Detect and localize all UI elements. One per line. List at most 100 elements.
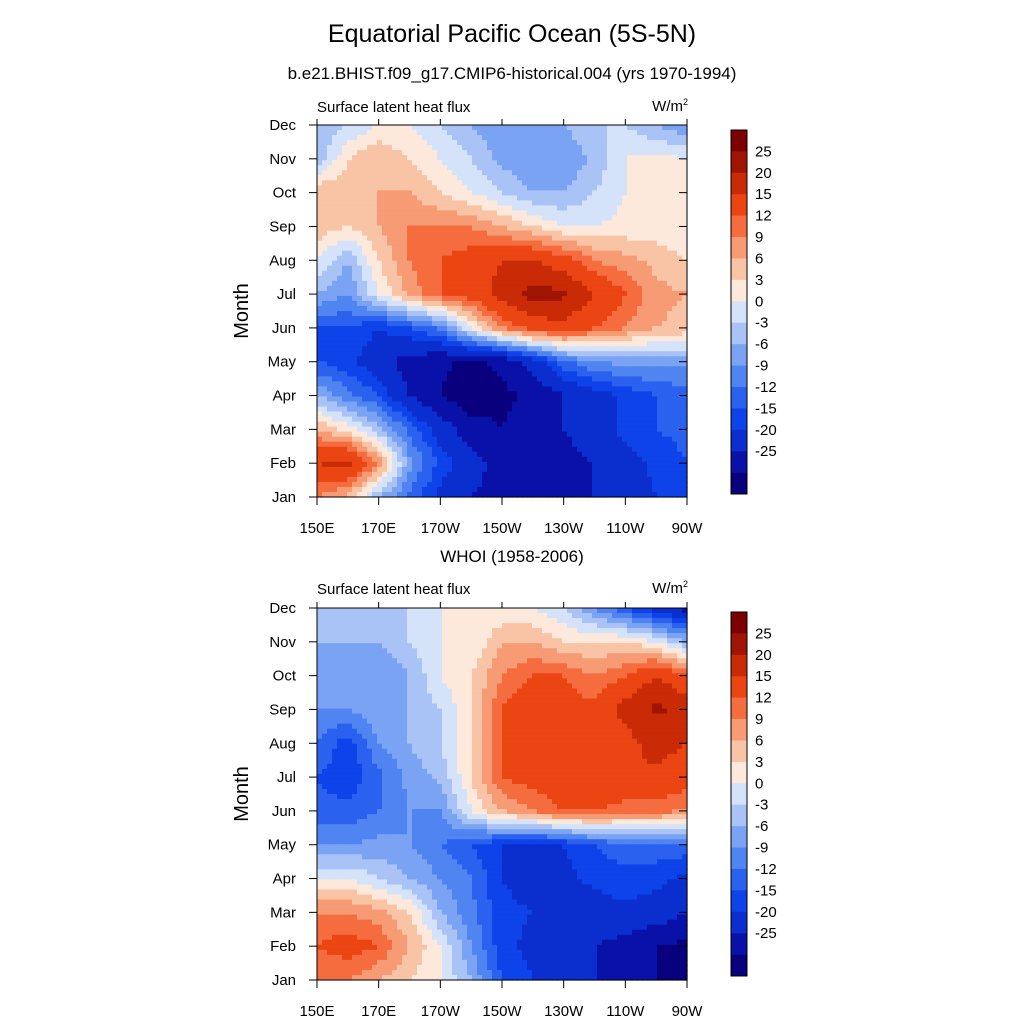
heatmap-cell (497, 336, 503, 342)
heatmap-cell (552, 406, 558, 413)
heatmap-cell (357, 230, 363, 237)
heatmap-cell (397, 421, 403, 428)
heatmap-cell (612, 210, 618, 217)
heatmap-cell (512, 386, 518, 393)
heatmap-cell (522, 180, 528, 186)
heatmap-cell (447, 255, 453, 262)
heatmap-cell (512, 316, 518, 322)
heatmap-cell (502, 361, 508, 367)
heatmap-cell (482, 376, 488, 382)
heatmap-cell (547, 160, 553, 166)
heatmap-cell (617, 230, 623, 237)
heatmap-cell (372, 416, 378, 423)
heatmap-cell (527, 185, 533, 191)
heatmap-cell (412, 225, 418, 232)
heatmap-cell (512, 230, 518, 237)
heatmap-cell (452, 130, 458, 136)
heatmap-cell (572, 240, 578, 247)
heatmap-cell (432, 285, 438, 292)
heatmap-cell (602, 431, 608, 438)
heatmap-cell (612, 441, 618, 448)
heatmap-cell (387, 240, 393, 247)
heatmap-cell (592, 346, 598, 352)
heatmap-cell (467, 311, 473, 317)
heatmap-cell (572, 305, 578, 312)
heatmap-cell (337, 220, 343, 227)
heatmap-cell (637, 331, 643, 337)
heatmap-cell (332, 446, 338, 453)
heatmap-cell (332, 366, 338, 372)
heatmap-cell (397, 290, 403, 297)
heatmap-cell (647, 195, 653, 202)
heatmap-cell (417, 170, 423, 176)
heatmap-cell (642, 416, 648, 423)
heatmap-cell (447, 240, 453, 247)
heatmap-cell (522, 401, 528, 408)
heatmap-cell (357, 145, 363, 151)
heatmap-cell (437, 140, 443, 146)
heatmap-cell (327, 461, 333, 468)
heatmap-cell (552, 300, 558, 307)
heatmap-cell (642, 361, 648, 367)
heatmap-cell (447, 265, 453, 272)
heatmap-cell (337, 230, 343, 237)
heatmap-cell (512, 451, 518, 458)
heatmap-cell (632, 321, 638, 327)
heatmap-cell (362, 411, 368, 418)
heatmap-cell (372, 130, 378, 136)
heatmap-cell (492, 300, 498, 307)
heatmap-cell (647, 140, 653, 146)
heatmap-cell (632, 140, 638, 146)
heatmap-cell (667, 130, 673, 136)
heatmap-cell (607, 155, 613, 161)
heatmap-cell (492, 235, 498, 242)
heatmap-cell (592, 285, 598, 292)
heatmap-cell (607, 326, 613, 332)
heatmap-cell (607, 230, 613, 237)
heatmap-cell (367, 391, 373, 398)
heatmap-cell (477, 185, 483, 191)
heatmap-cell (362, 431, 368, 438)
heatmap-cell (342, 331, 348, 337)
heatmap-cell (597, 290, 603, 297)
heatmap-cell (407, 180, 413, 186)
heatmap-cell (417, 190, 423, 196)
heatmap-cell (482, 260, 488, 267)
heatmap-cell (542, 326, 548, 332)
heatmap-cell (517, 386, 523, 393)
heatmap-cell (487, 386, 493, 393)
heatmap-cell (382, 175, 388, 181)
heatmap-cell (537, 295, 543, 302)
heatmap-cell (577, 240, 583, 247)
heatmap-cell (647, 190, 653, 196)
heatmap-cell (497, 421, 503, 428)
heatmap-cell (452, 230, 458, 237)
heatmap-cell (672, 305, 678, 312)
heatmap-cell (677, 130, 683, 136)
heatmap-cell (492, 311, 498, 317)
heatmap-cell (602, 321, 608, 327)
heatmap-cell (632, 295, 638, 302)
heatmap-cell (402, 446, 408, 453)
heatmap-cell (587, 431, 593, 438)
heatmap-cell (357, 441, 363, 448)
heatmap-cell (442, 175, 448, 181)
heatmap-cell (642, 190, 648, 196)
heatmap-cell (482, 135, 488, 141)
heatmap-cell (507, 386, 513, 393)
heatmap-cell (567, 336, 573, 342)
heatmap-cell (637, 200, 643, 207)
heatmap-cell (632, 215, 638, 222)
heatmap-cell (577, 356, 583, 362)
heatmap-cell (442, 280, 448, 287)
heatmap-cell (317, 336, 323, 342)
heatmap-cell (397, 401, 403, 408)
heatmap-cell (392, 326, 398, 332)
heatmap-cell (592, 396, 598, 403)
heatmap-cell (347, 311, 353, 317)
heatmap-cell (347, 240, 353, 247)
heatmap-cell (462, 331, 468, 337)
heatmap-cell (567, 220, 573, 227)
heatmap-cell (562, 260, 568, 267)
heatmap-cell (647, 326, 653, 332)
